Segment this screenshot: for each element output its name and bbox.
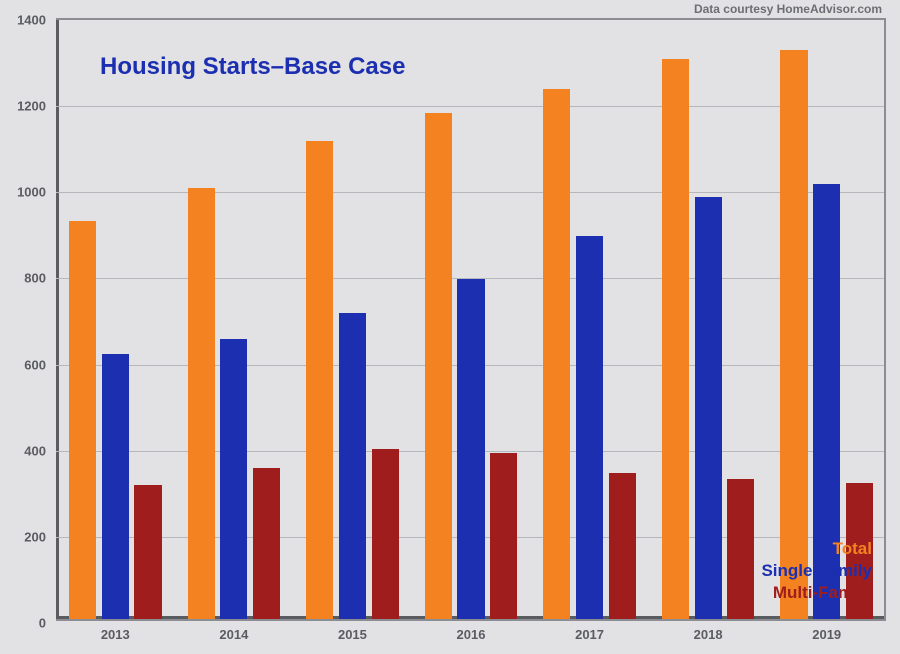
- bar-single-family: [576, 236, 603, 619]
- bar-total: [662, 59, 689, 619]
- bar-single-family: [457, 279, 484, 619]
- y-tick-label: 1400: [17, 13, 56, 28]
- data-credit: Data courtesy HomeAdvisor.com: [694, 2, 882, 16]
- y-tick-label: 0: [39, 616, 56, 631]
- gridline: [56, 106, 884, 107]
- bar-single-family: [339, 313, 366, 619]
- bar-single-family: [695, 197, 722, 619]
- bar-multi-family: [609, 473, 636, 619]
- legend-item: Multi-Family: [761, 582, 872, 604]
- gridline: [56, 192, 884, 193]
- x-tick-label: 2013: [101, 619, 130, 642]
- x-tick-label: 2014: [219, 619, 248, 642]
- bar-total: [780, 50, 807, 619]
- bar-multi-family: [490, 453, 517, 619]
- bar-multi-family: [253, 468, 280, 619]
- legend-item: Total: [761, 538, 872, 560]
- bar-multi-family: [727, 479, 754, 619]
- plot-area: 0200400600800100012001400201320142015201…: [56, 18, 886, 621]
- y-tick-label: 1000: [17, 185, 56, 200]
- bar-total: [188, 188, 215, 619]
- legend-item: Single-Family: [761, 560, 872, 582]
- y-tick-label: 400: [24, 443, 56, 458]
- x-tick-label: 2017: [575, 619, 604, 642]
- bar-total: [543, 89, 570, 619]
- x-tick-label: 2016: [457, 619, 486, 642]
- x-tick-label: 2015: [338, 619, 367, 642]
- bar-total: [306, 141, 333, 619]
- chart-title: Housing Starts–Base Case: [100, 53, 405, 81]
- bar-total: [69, 221, 96, 619]
- bar-single-family: [102, 354, 129, 619]
- y-tick-label: 1200: [17, 99, 56, 114]
- bar-multi-family: [372, 449, 399, 619]
- x-tick-label: 2019: [812, 619, 841, 642]
- legend: TotalSingle-FamilyMulti-Family: [761, 538, 872, 604]
- bar-total: [425, 113, 452, 619]
- bar-multi-family: [134, 485, 161, 619]
- y-tick-label: 600: [24, 357, 56, 372]
- y-tick-label: 200: [24, 529, 56, 544]
- bar-single-family: [220, 339, 247, 619]
- y-tick-label: 800: [24, 271, 56, 286]
- x-tick-label: 2018: [694, 619, 723, 642]
- housing-starts-chart: 0 200 400 600 800 1000 1200 1400 2013 2014 2015 201…: [0, 0, 900, 654]
